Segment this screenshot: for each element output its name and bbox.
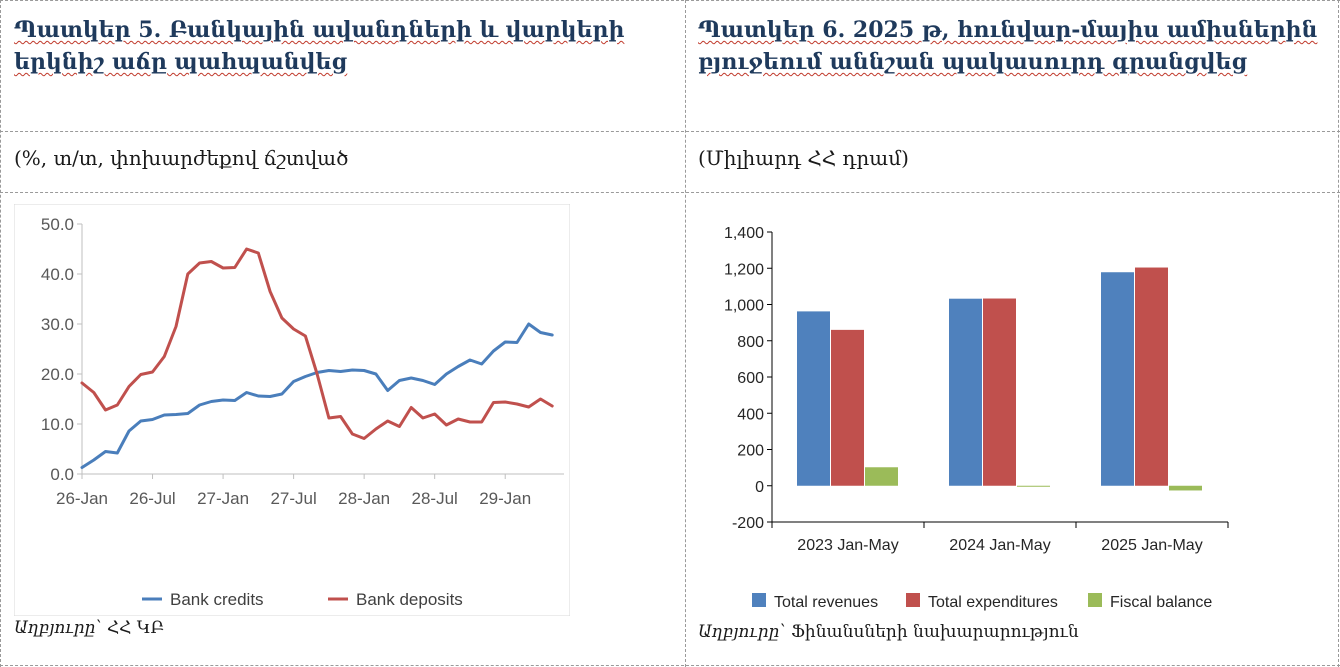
- bar-legend-swatch: [752, 593, 766, 607]
- table-border-top: [0, 0, 1340, 1]
- right-source-label: Աղբյուրը՝: [698, 622, 786, 642]
- bar-chart-category-label: 2023 Jan-May: [797, 537, 898, 554]
- left-source-label: Աղբյուրը՝: [14, 618, 102, 638]
- bar-fiscal-balance: [865, 467, 898, 486]
- bar-legend-label: Total revenues: [774, 594, 878, 611]
- bar-chart-y-tick-label: 200: [737, 443, 764, 460]
- bar-total-expenditures: [1135, 267, 1168, 486]
- bar-total-expenditures: [983, 298, 1016, 486]
- table-border-right: [1338, 0, 1339, 667]
- bar-legend-label: Fiscal balance: [1110, 594, 1212, 611]
- bar-chart-y-tick-label: 1,000: [724, 298, 764, 315]
- bar-total-expenditures: [831, 329, 864, 486]
- line-series-bank-deposits: [80, 247, 554, 440]
- table-border-bottom: [0, 665, 1340, 666]
- bar-chart: -200 0 200 400 600 800 1,000 1,200 1,400 2023 Jan…: [724, 225, 1229, 611]
- bar-chart-category-label: 2025 Jan-May: [1101, 537, 1202, 554]
- bar-chart-y-tick-label: 1,200: [724, 261, 764, 278]
- bar-legend-swatch: [906, 593, 920, 607]
- bar-legend-swatch: [1088, 593, 1102, 607]
- line-chart: 0.0 10.0 20.0 30.0 40.0 50.0 26-Jan 26-Jul 27-Ja…: [14, 204, 570, 616]
- right-source-value: Ֆինանսների նախարարություն: [785, 622, 1079, 642]
- line-legend-label: Bank deposits: [356, 590, 463, 609]
- left-source-value: ՀՀ ԿԲ: [101, 618, 165, 638]
- right-source: Աղբյուրը՝ Ֆինանսների նախարարություն: [698, 622, 1079, 642]
- line-chart-x-tick-label: 28-Jan: [338, 489, 390, 508]
- bar-chart-category-label: 2024 Jan-May: [949, 537, 1050, 554]
- right-figure-title: Պատկեր 6. 2025 թ, հունվար-մայիս ամիսների…: [698, 17, 1318, 75]
- line-chart-y-tick-label: 40.0: [41, 265, 74, 284]
- left-unit-note: (%, տ/տ, փոխարժեքով ճշտված: [14, 146, 349, 170]
- bar-legend-label: Total expenditures: [928, 594, 1058, 611]
- line-chart-y-tick-label: 50.0: [41, 215, 74, 234]
- table-border-left: [0, 0, 1, 667]
- line-chart-x-tick-label: 28-Jul: [412, 489, 458, 508]
- bar-chart-y-tick-label: -200: [732, 515, 764, 532]
- line-chart-x-tick-label: 26-Jan: [56, 489, 108, 508]
- line-chart-y-tick-label: 10.0: [41, 415, 74, 434]
- table-column-divider: [685, 0, 686, 667]
- bar-chart-y-tick-label: 1,400: [724, 225, 764, 242]
- bar-fiscal-balance: [1169, 485, 1202, 491]
- bar-total-revenues: [949, 298, 982, 486]
- bar-total-revenues: [1101, 272, 1134, 486]
- bar-chart-y-tick-label: 0: [755, 479, 764, 496]
- bar-total-revenues: [797, 311, 830, 486]
- line-chart-y-tick-label: 0.0: [50, 465, 74, 484]
- line-chart-x-tick-label: 29-Jan: [479, 489, 531, 508]
- left-figure-title: Պատկեր 5. Բանկային ավանդների և վարկերի ե…: [14, 17, 625, 75]
- line-chart-x-tick-label: 26-Jul: [129, 489, 175, 508]
- line-chart-x-tick-label: 27-Jan: [197, 489, 249, 508]
- right-unit-note: (Միլիարդ ՀՀ դրամ): [698, 146, 909, 170]
- table-divider-1: [0, 131, 1340, 132]
- bar-chart-y-tick-label: 800: [737, 334, 764, 351]
- bar-chart-y-tick-label: 400: [737, 406, 764, 423]
- table-divider-2: [0, 192, 1340, 193]
- line-chart-x-tick-label: 27-Jul: [270, 489, 316, 508]
- line-legend-label: Bank credits: [170, 590, 264, 609]
- line-chart-y-tick-label: 20.0: [41, 365, 74, 384]
- left-source: Աղբյուրը՝ ՀՀ ԿԲ: [14, 618, 164, 638]
- line-chart-frame: [14, 204, 570, 616]
- line-chart-y-tick-label: 30.0: [41, 315, 74, 334]
- bar-fiscal-balance: [1017, 485, 1050, 487]
- bar-chart-y-tick-label: 600: [737, 370, 764, 387]
